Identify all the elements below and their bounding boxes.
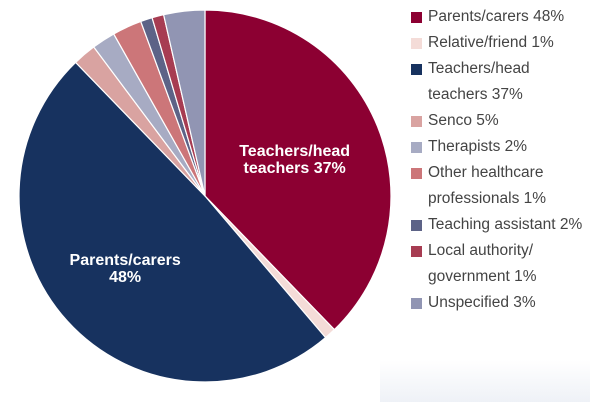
legend-swatch [411, 38, 422, 49]
legend-label: Relative/friend 1% [428, 34, 554, 51]
pie-slice-teachershead [204, 9, 392, 331]
legend-label: Teachers/head teachers 37% [428, 60, 530, 103]
legend-label: Therapists 2% [428, 138, 528, 155]
legend-label: Unspecified 3% [428, 294, 536, 311]
slice-label-parents: Parents/carers 48% [69, 251, 181, 286]
legend-label: Other healthcare professionals 1% [428, 164, 547, 207]
legend-item: Teaching assistant 2% [411, 212, 590, 238]
legend-item: Parents/carers 48% [411, 4, 590, 30]
legend-swatch [411, 12, 422, 23]
legend-item: Unspecified 3% [411, 290, 590, 316]
legend-item: Other healthcare professionals 1% [411, 160, 590, 212]
legend-item: Relative/friend 1% [411, 30, 590, 56]
legend-label: Local authority/ government 1% [428, 242, 537, 285]
legend-item: Therapists 2% [411, 134, 590, 160]
legend-swatch [411, 168, 422, 179]
pie-slice-unspecified [162, 9, 206, 197]
legend-swatch [411, 142, 422, 153]
legend-swatch [411, 116, 422, 127]
pie-slice-parentscarers [18, 61, 327, 383]
legend-item: Teachers/head teachers 37% [411, 56, 590, 108]
legend-swatch [411, 220, 422, 231]
legend-swatch [411, 298, 422, 309]
chart-legend: Parents/carers 48% Relative/friend 1% Teac… [411, 4, 590, 402]
legend-item: Local authority/ government 1% [411, 238, 590, 290]
legend-label: Teaching assistant 2% [428, 216, 583, 233]
legend-label: Senco 5% [428, 112, 499, 129]
legend-label: Parents/carers 48% [428, 8, 565, 25]
legend-swatch [411, 246, 422, 257]
legend-swatch [411, 64, 422, 75]
slice-label-teachers: Teachers/head teachers 37% [239, 142, 351, 177]
legend-item: Senco 5% [411, 108, 590, 134]
